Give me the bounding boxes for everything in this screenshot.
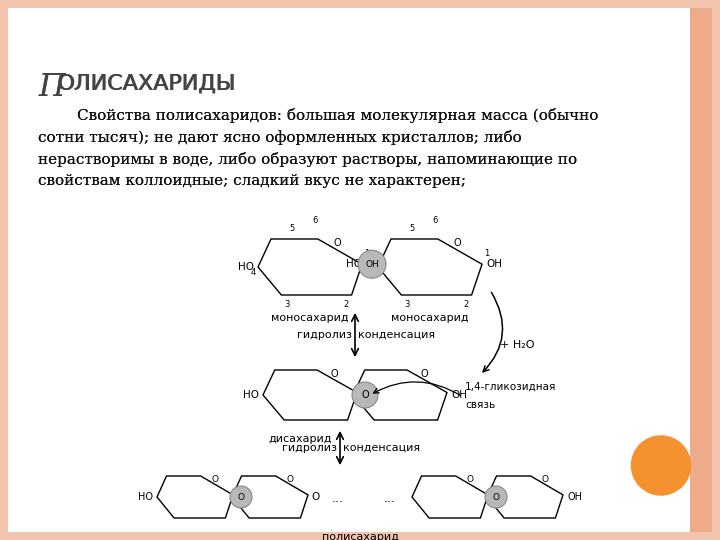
Text: O: O bbox=[453, 238, 461, 248]
Text: O: O bbox=[492, 492, 500, 502]
Text: П: П bbox=[38, 72, 65, 103]
Text: OH: OH bbox=[365, 260, 379, 269]
Text: HO: HO bbox=[346, 259, 362, 269]
Text: O: O bbox=[330, 369, 338, 379]
Text: O: O bbox=[541, 475, 548, 484]
Text: + H₂O: + H₂O bbox=[500, 340, 534, 350]
Text: 1,4-гликозидная: 1,4-гликозидная bbox=[465, 382, 557, 392]
Text: HO: HO bbox=[238, 262, 254, 272]
Polygon shape bbox=[263, 370, 357, 420]
Text: конденсация: конденсация bbox=[358, 330, 435, 340]
Text: дисахарид: дисахарид bbox=[269, 434, 332, 444]
Text: моносахарид: моносахарид bbox=[271, 313, 348, 323]
Text: OH: OH bbox=[451, 390, 467, 400]
Text: OH: OH bbox=[486, 259, 502, 269]
Text: Свойства полисахаридов: большая молекулярная масса (обычно: Свойства полисахаридов: большая молекуля… bbox=[38, 108, 598, 123]
Polygon shape bbox=[378, 239, 482, 295]
Text: 1: 1 bbox=[364, 248, 369, 258]
Text: O: O bbox=[467, 475, 473, 484]
Text: полисахарид: полисахарид bbox=[322, 532, 398, 540]
Text: HO: HO bbox=[138, 492, 153, 502]
Text: 3: 3 bbox=[284, 300, 289, 309]
Text: OH: OH bbox=[567, 492, 582, 502]
Text: 4: 4 bbox=[371, 268, 376, 277]
Text: конденсация: конденсация bbox=[343, 443, 420, 453]
Text: 4: 4 bbox=[251, 268, 256, 277]
Text: Свойства полисахаридов: большая молекулярная масса (обычно: Свойства полисахаридов: большая молекуля… bbox=[38, 108, 598, 123]
Text: 2: 2 bbox=[343, 300, 349, 309]
Text: HO: HO bbox=[243, 390, 259, 400]
Text: свойствам коллоидные; сладкий вкус не характерен;: свойствам коллоидные; сладкий вкус не ха… bbox=[38, 174, 466, 188]
Polygon shape bbox=[232, 476, 308, 518]
Circle shape bbox=[631, 435, 691, 496]
Circle shape bbox=[485, 486, 507, 508]
Text: ОЛИСАХАРИДЫ: ОЛИСАХАРИДЫ bbox=[57, 74, 236, 94]
Text: 2: 2 bbox=[464, 300, 469, 309]
Text: O: O bbox=[312, 492, 320, 502]
Text: гидролиз: гидролиз bbox=[297, 330, 352, 340]
Bar bbox=[690, 8, 712, 532]
Text: O: O bbox=[333, 238, 341, 248]
Text: O: O bbox=[287, 475, 293, 484]
Circle shape bbox=[230, 486, 252, 508]
Text: свойствам коллоидные; сладкий вкус не характерен;: свойствам коллоидные; сладкий вкус не ха… bbox=[38, 174, 466, 188]
Text: O: O bbox=[238, 492, 245, 502]
Text: ОЛИСАХАРИДЫ: ОЛИСАХАРИДЫ bbox=[58, 74, 237, 94]
Text: O: O bbox=[211, 475, 218, 484]
Polygon shape bbox=[353, 370, 447, 420]
Text: 6: 6 bbox=[312, 216, 318, 225]
Text: ...: ... bbox=[384, 492, 396, 505]
Polygon shape bbox=[258, 239, 362, 295]
Text: сотни тысяч); не дают ясно оформленных кристаллов; либо: сотни тысяч); не дают ясно оформленных к… bbox=[38, 130, 522, 145]
Text: ...: ... bbox=[332, 492, 344, 505]
Text: гидролиз: гидролиз bbox=[282, 443, 337, 453]
Text: 1: 1 bbox=[484, 248, 490, 258]
Text: 6: 6 bbox=[433, 216, 438, 225]
Circle shape bbox=[352, 382, 378, 408]
Text: П: П bbox=[38, 72, 65, 103]
Text: O: O bbox=[420, 369, 428, 379]
Circle shape bbox=[358, 250, 386, 278]
Text: сотни тысяч); не дают ясно оформленных кристаллов; либо: сотни тысяч); не дают ясно оформленных к… bbox=[38, 130, 522, 145]
Text: нерастворимы в воде, либо образуют растворы, напоминающие по: нерастворимы в воде, либо образуют раств… bbox=[38, 152, 577, 167]
Text: 3: 3 bbox=[404, 300, 409, 309]
Text: O: O bbox=[361, 390, 369, 400]
Text: моносахарид: моносахарид bbox=[391, 313, 469, 323]
Polygon shape bbox=[157, 476, 233, 518]
Text: 5: 5 bbox=[289, 224, 294, 233]
Text: связь: связь bbox=[465, 400, 495, 410]
Polygon shape bbox=[412, 476, 488, 518]
Text: 5: 5 bbox=[409, 224, 415, 233]
Text: нерастворимы в воде, либо образуют растворы, напоминающие по: нерастворимы в воде, либо образуют раств… bbox=[38, 152, 577, 167]
Polygon shape bbox=[487, 476, 563, 518]
